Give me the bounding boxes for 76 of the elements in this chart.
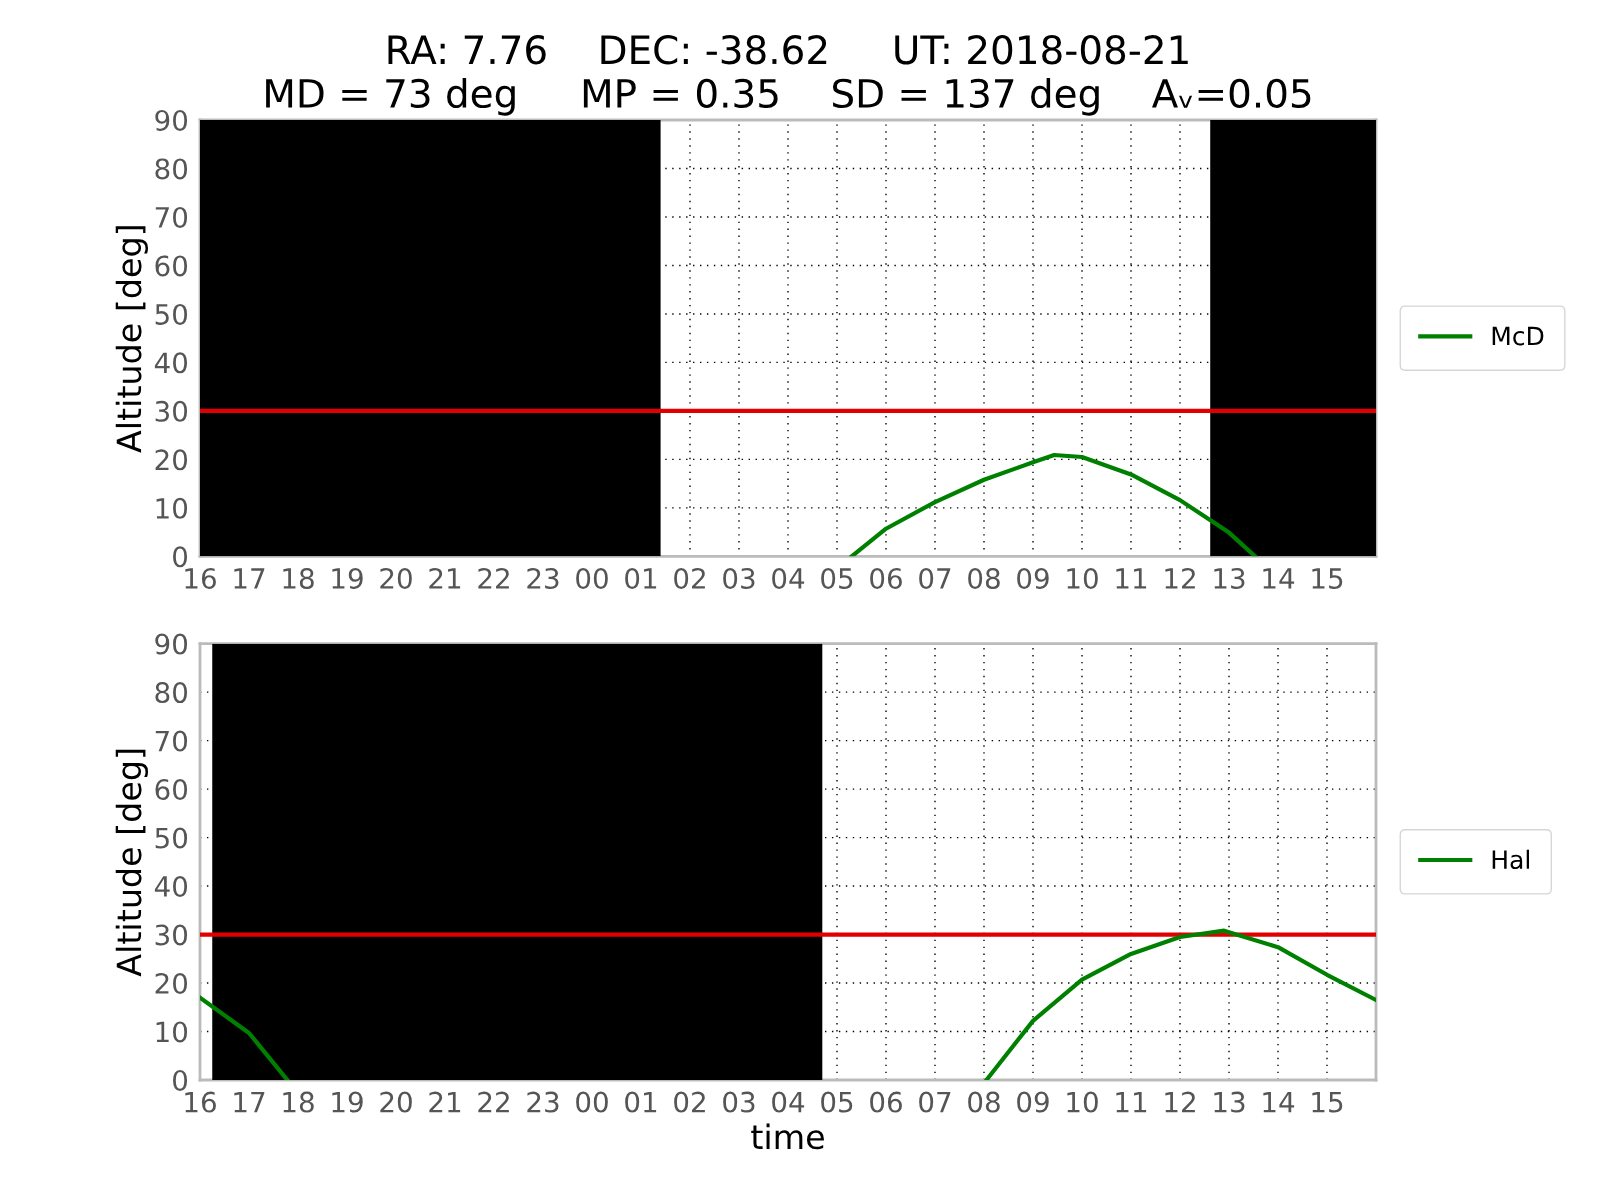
x-tick-label: 17 bbox=[234, 568, 265, 589]
x-tick-label: 01 bbox=[625, 1091, 657, 1113]
y-tick-label: 40 bbox=[154, 876, 188, 898]
x-tick-label: 11 bbox=[1116, 568, 1147, 589]
y-tick-label: 50 bbox=[155, 303, 188, 325]
x-tick-label: 06 bbox=[870, 1091, 902, 1113]
x-tick-label: 22 bbox=[478, 567, 509, 589]
x-tick-label: 22 bbox=[478, 1091, 509, 1113]
x-tick-label: 00 bbox=[576, 567, 608, 589]
x-tick-label: 19 bbox=[332, 1091, 363, 1113]
chart-subtitle: MD = 73 deg MP = 0.35 SD = 137 deg Aᵥ=0.05 bbox=[266, 78, 1311, 116]
x-axis-title: time bbox=[751, 1123, 824, 1150]
x-tick-label: 17 bbox=[234, 1091, 265, 1113]
x-tick-label: 15 bbox=[1312, 1091, 1343, 1113]
x-tick-label: 03 bbox=[723, 567, 755, 589]
x-tick-label: 08 bbox=[968, 567, 1000, 589]
x-tick-label: 09 bbox=[1017, 567, 1049, 589]
x-tick-label: 13 bbox=[1214, 567, 1245, 589]
y-tick-label: 90 bbox=[155, 109, 188, 131]
y-tick-label: 0 bbox=[173, 1069, 188, 1091]
x-tick-label: 02 bbox=[674, 1091, 705, 1113]
x-tick-label: 23 bbox=[527, 567, 559, 589]
x-tick-label: 23 bbox=[527, 1091, 559, 1113]
y-tick-label: 80 bbox=[155, 682, 188, 704]
x-tick-label: 14 bbox=[1263, 568, 1295, 589]
x-tick-label: 14 bbox=[1263, 1091, 1295, 1113]
x-tick-label: 10 bbox=[1067, 567, 1098, 589]
x-tick-label: 21 bbox=[429, 567, 461, 589]
chart-title: RA: 7.76 DEC: -38.62 UT: 2018-08-21 bbox=[388, 35, 1188, 65]
x-tick-label: 07 bbox=[919, 1091, 951, 1113]
x-tick-label: 20 bbox=[380, 1091, 412, 1113]
x-tick-label: 02 bbox=[674, 567, 705, 589]
x-tick-label: 01 bbox=[625, 567, 657, 589]
y-tick-label: 40 bbox=[154, 352, 188, 374]
line-series bbox=[849, 452, 1258, 557]
x-tick-label: 20 bbox=[380, 567, 412, 589]
y-tick-label: 60 bbox=[155, 779, 188, 801]
legend-label: Hal bbox=[1492, 849, 1529, 870]
x-tick-label: 16 bbox=[185, 567, 216, 589]
y-axis-title: Altitude [deg] bbox=[115, 749, 148, 977]
x-tick-label: 08 bbox=[968, 1091, 1000, 1113]
x-tick-label: 09 bbox=[1017, 1091, 1049, 1113]
x-tick-label: 04 bbox=[772, 567, 805, 589]
x-tick-label: 03 bbox=[723, 1091, 755, 1113]
y-tick-label: 50 bbox=[155, 827, 188, 849]
y-tick-label: 30 bbox=[155, 924, 188, 946]
y-tick-label: 20 bbox=[155, 972, 188, 994]
x-tick-label: 21 bbox=[429, 1091, 461, 1113]
x-tick-label: 10 bbox=[1067, 1091, 1098, 1113]
x-tick-label: 05 bbox=[821, 567, 853, 589]
x-tick-label: 16 bbox=[185, 1091, 216, 1113]
x-tick-label: 12 bbox=[1165, 567, 1195, 589]
y-tick-label: 10 bbox=[156, 1021, 188, 1043]
x-tick-label: 12 bbox=[1165, 1091, 1195, 1113]
x-tick-label: 18 bbox=[283, 1091, 314, 1113]
x-tick-label: 13 bbox=[1214, 1091, 1245, 1113]
y-tick-label: 30 bbox=[155, 400, 188, 422]
legend-label: McD bbox=[1492, 326, 1544, 346]
x-tick-label: 15 bbox=[1312, 568, 1343, 589]
x-tick-label: 11 bbox=[1116, 1091, 1147, 1113]
y-tick-label: 70 bbox=[155, 730, 188, 752]
y-tick-label: 70 bbox=[155, 206, 188, 228]
x-tick-label: 06 bbox=[870, 567, 902, 589]
y-tick-label: 0 bbox=[173, 546, 188, 568]
x-tick-label: 07 bbox=[919, 567, 951, 589]
y-tick-label: 90 bbox=[155, 633, 188, 655]
y-tick-label: 60 bbox=[155, 255, 188, 277]
x-tick-label: 19 bbox=[332, 567, 363, 589]
x-tick-label: 05 bbox=[821, 1091, 853, 1113]
y-tick-label: 20 bbox=[155, 449, 188, 471]
y-tick-label: 10 bbox=[156, 497, 188, 519]
x-tick-label: 00 bbox=[576, 1091, 608, 1113]
x-tick-label: 04 bbox=[772, 1091, 805, 1113]
x-tick-label: 18 bbox=[283, 567, 314, 589]
y-tick-label: 80 bbox=[155, 158, 188, 180]
y-axis-title: Altitude [deg] bbox=[115, 226, 148, 453]
